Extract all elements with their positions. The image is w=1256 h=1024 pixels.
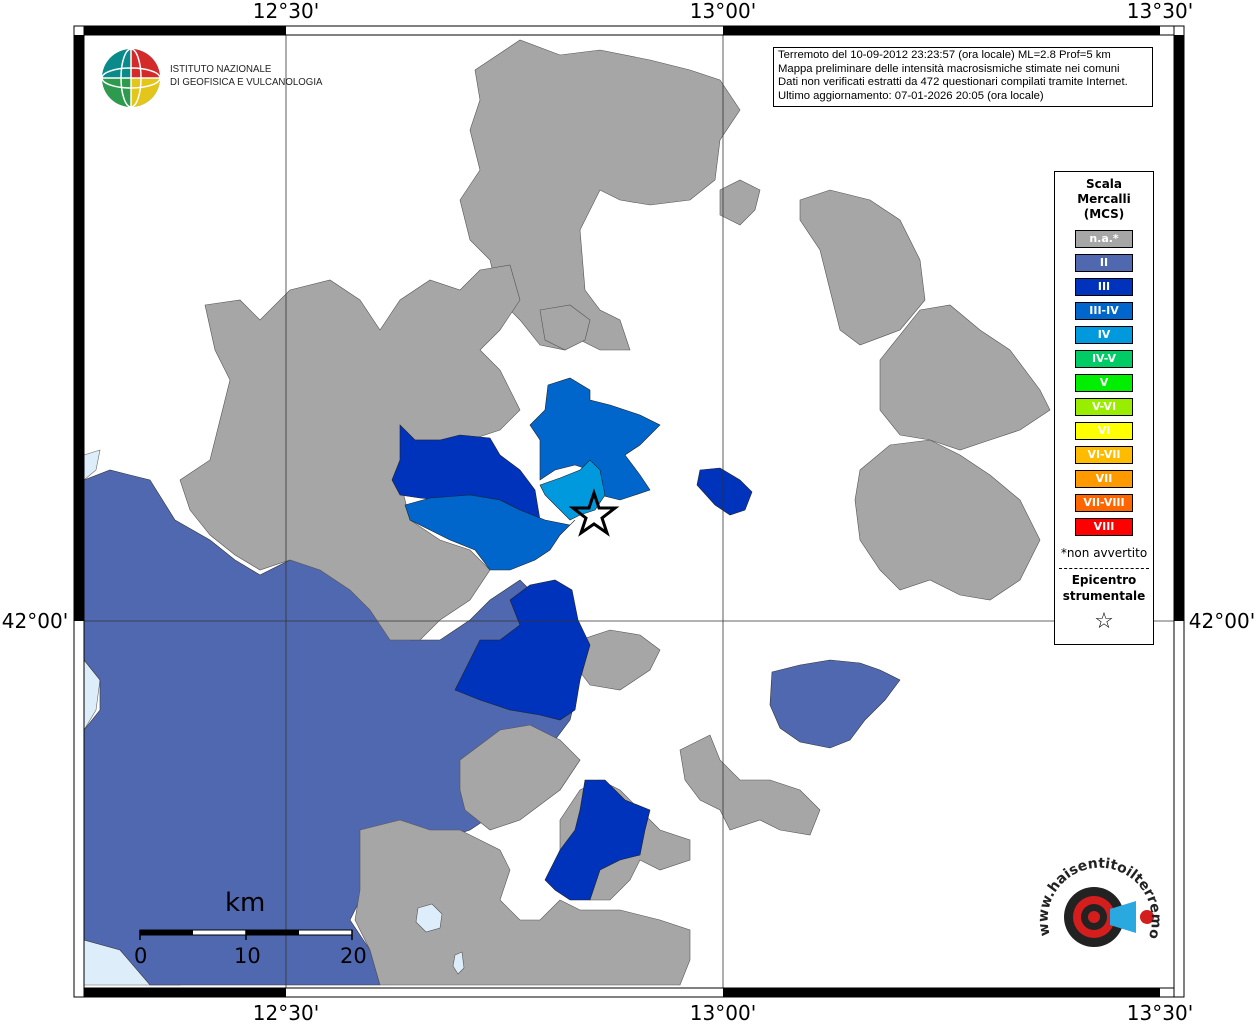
legend-item-v: V xyxy=(1075,374,1133,392)
legend-item-ii: II xyxy=(1075,254,1133,272)
ingv-globe-icon xyxy=(101,48,161,108)
scale-tick-10: 10 xyxy=(234,944,261,968)
legend-item-vi: VI xyxy=(1075,422,1133,440)
ingv-logo-line1: ISTITUTO NAZIONALE xyxy=(170,63,272,75)
legend-item-iii-iv: III-IV xyxy=(1075,302,1133,320)
legend-item-viii: VIII xyxy=(1075,518,1133,536)
scale-unit: km xyxy=(225,888,266,918)
lat-label-right: 42°00' xyxy=(1189,609,1255,633)
ingv-logo: ISTITUTO NAZIONALE DI GEOFISICA E VULCAN… xyxy=(100,47,323,111)
lon-label-top-1: 12°30' xyxy=(253,0,319,23)
legend-item-vii-viii: VII-VIII xyxy=(1075,494,1133,512)
region-iii-group[interactable] xyxy=(391,424,753,901)
lon-label-bottom-1: 12°30' xyxy=(253,1001,319,1024)
legend-item-vi-vii: VI-VII xyxy=(1075,446,1133,464)
event-info-line2: Mappa preliminare delle intensità macros… xyxy=(778,62,1120,75)
region-iii-iv-group[interactable] xyxy=(404,377,661,571)
legend-item-iii: III xyxy=(1075,278,1133,296)
lon-label-bottom-3: 13°30' xyxy=(1127,1001,1193,1024)
legend-item-v-vi: V-VI xyxy=(1075,398,1133,416)
legend-epicenter-2: strumentale xyxy=(1062,589,1146,603)
legend-item-vii: VII xyxy=(1075,470,1133,488)
event-info-line4: Ultimo aggiornamento: 07-01-2026 20:05 (… xyxy=(778,89,1044,102)
legend-star-icon: ☆ xyxy=(1094,609,1114,634)
scale-bar: km 0 10 20 xyxy=(120,888,380,978)
lon-label-bottom-2: 13°00' xyxy=(690,1001,756,1024)
scale-tick-20: 20 xyxy=(340,944,367,968)
event-info-box: Terremoto del 10-09-2012 23:23:57 (ora l… xyxy=(773,47,1153,107)
legend-title-2: Mercalli xyxy=(1077,192,1131,206)
ingv-logo-line2: DI GEOFISICA E VULCANOLOGIA xyxy=(170,76,323,88)
legend-item-iv: IV xyxy=(1075,326,1133,344)
graticule xyxy=(74,26,1184,997)
lon-label-top-2: 13°00' xyxy=(690,0,756,23)
map-frame xyxy=(73,25,1185,998)
lake-2 xyxy=(452,951,465,975)
scale-tick-0: 0 xyxy=(134,944,148,968)
haisentito-logo[interactable]: www.haisentitoilterremoto.it xyxy=(1025,843,1170,975)
mcs-legend: Scala Mercalli (MCS) n.a.* II III III-IV IV I… xyxy=(1054,171,1154,645)
region-ii-east[interactable] xyxy=(769,659,901,749)
legend-title-1: Scala xyxy=(1085,177,1123,191)
legend-item-iv-v: IV-V xyxy=(1075,350,1133,368)
event-info-line3: Dati non verificati estratti da 472 ques… xyxy=(778,76,1128,88)
lat-label-left: 42°00' xyxy=(2,609,68,633)
lon-label-top-3: 13°30' xyxy=(1127,0,1193,23)
region-na-group[interactable] xyxy=(179,39,1051,986)
legend-title-3: (MCS) xyxy=(1083,207,1125,221)
legend-epicenter-1: Epicentro xyxy=(1071,573,1137,587)
legend-separator xyxy=(1059,568,1149,569)
scale-bar-graphic xyxy=(139,929,353,940)
event-info-line1: Terremoto del 10-09-2012 23:23:57 (ora l… xyxy=(778,49,1111,61)
haisentito-logo-icon: www.haisentitoilterremoto.it xyxy=(1025,843,1164,947)
lake-1 xyxy=(415,903,443,933)
epicenter-star-icon[interactable] xyxy=(568,488,620,537)
legend-item-n-a: n.a.* xyxy=(1075,230,1133,248)
legend-note: *non avvertito xyxy=(1060,546,1148,560)
